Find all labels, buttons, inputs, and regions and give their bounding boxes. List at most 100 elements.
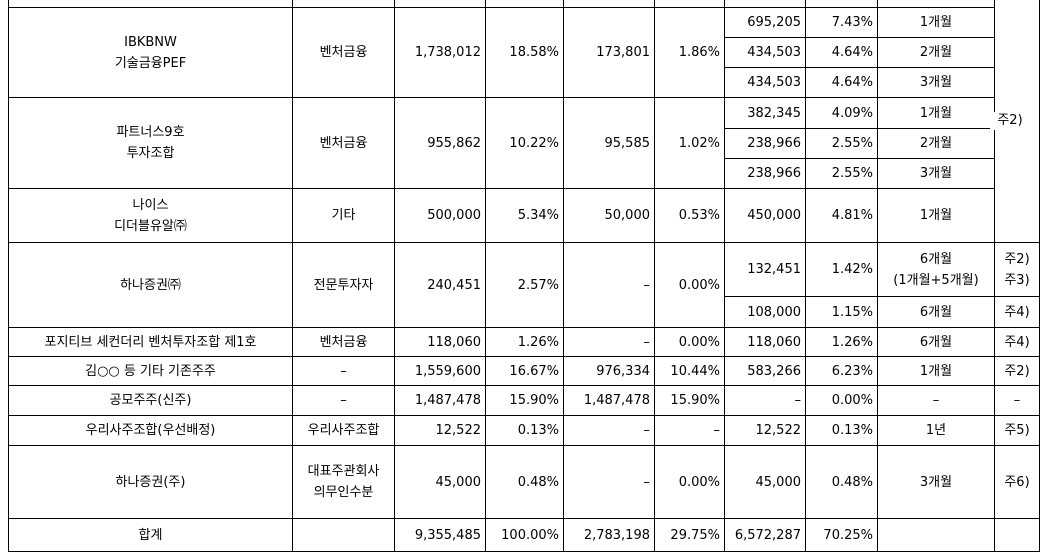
lock-ratio-cell: 4.81% <box>805 188 878 243</box>
lock-ratio-cell: 1.15% <box>805 296 878 328</box>
holder-type: 기타 <box>292 188 395 243</box>
lock-period-cell: 3개월 <box>877 158 995 189</box>
listed-shares-cell: 95,585 <box>563 97 655 189</box>
listed-ratio-cell: 29.75% <box>654 518 725 552</box>
holder-name: 우리사주조합(우선배정) <box>8 415 293 446</box>
holder-type: 벤처금융 <box>292 7 395 98</box>
lock-period-cell: 1개월 <box>877 188 995 243</box>
note-cell: 주2) <box>990 112 1030 130</box>
listed-ratio-cell: 15.90% <box>654 385 725 416</box>
note-cell: 주5) <box>994 415 1040 446</box>
shares-cell: 1,738,012 <box>394 7 486 98</box>
shares-cell: 118,060 <box>394 327 486 357</box>
listed-shares-cell: – <box>563 445 655 519</box>
note-cell: 주4) <box>994 327 1040 357</box>
table-row: 파트너스9호 투자조합 벤처금융 955,862 10.22% 95,585 1.… <box>8 97 1040 189</box>
lock-shares-cell: 238,966 <box>724 128 806 159</box>
shares-cell: 45,000 <box>394 445 486 519</box>
holder-name: IBKBNW 기술금융PEF <box>8 7 293 98</box>
lock-period-cell: 1년 <box>877 415 995 446</box>
lock-shares-cell: 118,060 <box>724 327 806 357</box>
listed-ratio-cell: 1.02% <box>654 97 725 189</box>
note-cell: 주4) <box>994 296 1040 328</box>
holder-type: – <box>292 385 395 416</box>
listed-shares-cell: 2,783,198 <box>563 518 655 552</box>
lock-shares-cell: 583,266 <box>724 356 806 386</box>
lock-ratio-cell: 2.55% <box>805 158 878 189</box>
holder-type: 대표주관회사 의무인수분 <box>292 445 395 519</box>
lock-period-cell: 1개월 <box>877 7 995 38</box>
holder-type: – <box>292 356 395 386</box>
holder-name: 공모주주(신주) <box>8 385 293 416</box>
note-cell: 주2) <box>994 356 1040 386</box>
shares-cell: 1,559,600 <box>394 356 486 386</box>
lock-period-cell: 2개월 <box>877 37 995 68</box>
lock-period-cell: 3개월 <box>877 445 995 519</box>
lock-ratio-cell: 4.64% <box>805 37 878 68</box>
table-row: 434,503 4.64% 3개월 <box>9 67 1040 98</box>
lock-shares-cell: 450,000 <box>724 188 806 243</box>
lock-ratio-cell: 7.43% <box>805 7 878 38</box>
listed-ratio-cell: 10.44% <box>654 356 725 386</box>
listed-shares-cell: 976,334 <box>563 356 655 386</box>
holder-type: 우리사주조합 <box>292 415 395 446</box>
holder-type: 벤처금융 <box>292 327 395 357</box>
table-row: IBKBNW 기술금융PEF 벤처금융 1,738,012 18.58% 173,… <box>8 7 1040 98</box>
listed-ratio-cell: 0.00% <box>654 242 725 328</box>
listed-ratio-cell: – <box>654 415 725 446</box>
shares-cell: 12,522 <box>394 415 486 446</box>
lock-period-cell: 1개월 <box>877 97 995 129</box>
shares-cell: 9,355,485 <box>394 518 486 552</box>
note-cell: – <box>994 385 1040 416</box>
lock-ratio-cell: 1.42% <box>805 242 878 297</box>
table-row: 우리사주조합(우선배정) 우리사주조합 12,522 0.13% – – 12,… <box>8 415 1040 446</box>
lock-period-cell: 3개월 <box>877 67 995 98</box>
lock-ratio-cell: 1.26% <box>805 327 878 357</box>
lock-ratio-cell: 0.13% <box>805 415 878 446</box>
table-row: 434,503 4.64% 2개월 <box>9 37 1040 68</box>
ratio-cell: 100.00% <box>485 518 564 552</box>
listed-ratio-cell: 0.53% <box>654 188 725 243</box>
listed-ratio-cell: 1.86% <box>654 7 725 98</box>
total-label: 합계 <box>8 518 293 552</box>
table-row-total: 합계 9,355,485 100.00% 2,783,198 29.75% 6,… <box>8 518 1040 552</box>
lock-ratio-cell: 6.23% <box>805 356 878 386</box>
holder-name: 하나증권(주) <box>8 445 293 519</box>
lock-period-cell: 6개월 <box>877 296 995 328</box>
shares-cell: 1,487,478 <box>394 385 486 416</box>
lock-ratio-cell: 4.09% <box>805 97 878 129</box>
holder-name: 포지티브 세컨더리 벤처투자조합 제1호 <box>8 327 293 357</box>
lock-period-cell: – <box>877 385 995 416</box>
shares-cell: 240,451 <box>394 242 486 328</box>
holder-name: 김○○ 등 기타 기존주주 <box>8 356 293 386</box>
lock-shares-cell: 108,000 <box>724 296 806 328</box>
shares-cell: 500,000 <box>394 188 486 243</box>
holder-name: 파트너스9호 투자조합 <box>8 97 293 189</box>
holder-type: 벤처금융 <box>292 97 395 189</box>
ratio-cell: 18.58% <box>485 7 564 98</box>
lock-ratio-cell: 0.48% <box>805 445 878 519</box>
lock-ratio-cell: 4.64% <box>805 67 878 98</box>
table-row <box>8 0 1040 243</box>
lock-ratio-cell: 0.00% <box>805 385 878 416</box>
lock-ratio-cell: 70.25% <box>805 518 878 552</box>
table-row: 김○○ 등 기타 기존주주 – 1,559,600 16.67% 976,334… <box>8 356 1040 386</box>
table-row: 포지티브 세컨더리 벤처투자조합 제1호 벤처금융 118,060 1.26% … <box>8 327 1040 357</box>
lock-shares-cell: 434,503 <box>724 37 806 68</box>
listed-ratio-cell: 0.00% <box>654 327 725 357</box>
holder-name: 나이스 디더블유알㈜ <box>8 188 293 243</box>
note-cell: 주6) <box>994 445 1040 519</box>
lock-shares-cell: 45,000 <box>724 445 806 519</box>
lock-shares-cell: – <box>724 385 806 416</box>
table-row: 나이스 디더블유알㈜ 기타 500,000 5.34% 50,000 0.53% … <box>8 188 1040 243</box>
table-row: 하나증권㈜ 전문투자자 240,451 2.57% – 0.00% 132,45… <box>8 242 1040 328</box>
lock-shares-cell: 434,503 <box>724 67 806 98</box>
listed-shares-cell: – <box>563 327 655 357</box>
holder-type: 전문투자자 <box>292 242 395 328</box>
ratio-cell: 16.67% <box>485 356 564 386</box>
lock-period-cell: 6개월 <box>877 327 995 357</box>
shares-cell: 955,862 <box>394 97 486 189</box>
table-row: 하나증권(주) 대표주관회사 의무인수분 45,000 0.48% – 0.00%… <box>8 445 1040 519</box>
table-row: 238,966 2.55% 3개월 <box>9 158 1040 189</box>
ratio-cell: 15.90% <box>485 385 564 416</box>
